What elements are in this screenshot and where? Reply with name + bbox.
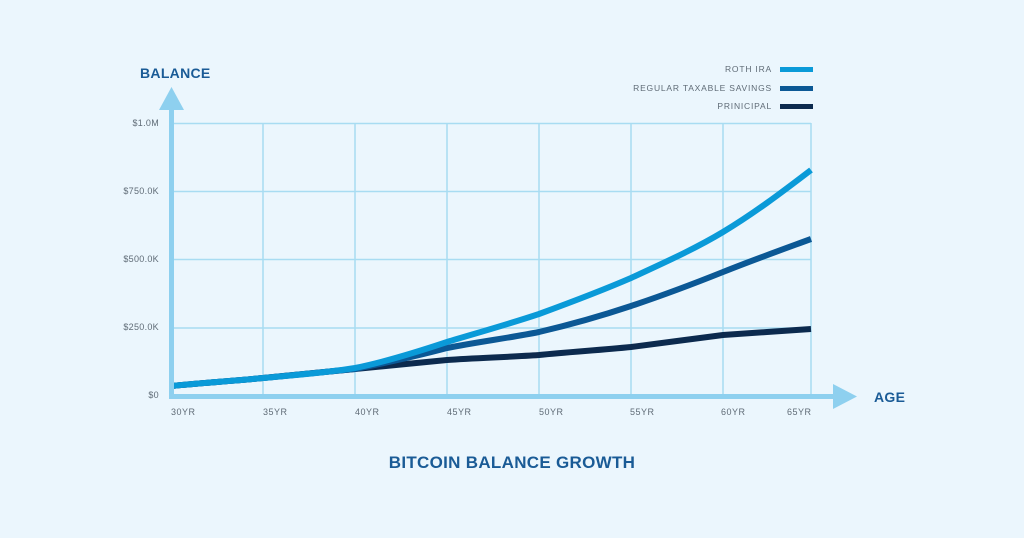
legend-label: PRINICIPAL bbox=[717, 101, 772, 111]
x-tick-label: 55YR bbox=[630, 407, 655, 417]
legend-item-regular-taxable-savings: REGULAR TAXABLE SAVINGS bbox=[553, 82, 813, 94]
y-tick-label: $0 bbox=[148, 390, 159, 400]
x-axis-arrow-icon bbox=[833, 384, 857, 409]
y-axis-arrow-icon bbox=[159, 87, 184, 110]
x-tick-label: 30YR bbox=[171, 407, 196, 417]
x-tick-label: 50YR bbox=[539, 407, 564, 417]
x-tick-label: 35YR bbox=[263, 407, 288, 417]
y-axis-line bbox=[169, 105, 174, 399]
legend: ROTH IRA REGULAR TAXABLE SAVINGS PRINICI… bbox=[553, 63, 813, 112]
legend-label: ROTH IRA bbox=[724, 64, 772, 74]
y-tick-label: $1.0M bbox=[132, 118, 159, 128]
legend-swatch-roth-ira bbox=[780, 66, 813, 72]
y-tick-label: $500.0K bbox=[123, 254, 159, 264]
legend-swatch-regular-taxable bbox=[780, 85, 813, 91]
y-tick-label: $250.0K bbox=[123, 322, 159, 332]
legend-label: REGULAR TAXABLE SAVINGS bbox=[633, 83, 772, 93]
chart-title: BITCOIN BALANCE GROWTH bbox=[388, 453, 636, 472]
y-tick-label: $750.0K bbox=[123, 186, 159, 196]
legend-item-roth-ira: ROTH IRA bbox=[553, 63, 813, 75]
x-tick-label: 60YR bbox=[721, 407, 746, 417]
x-tick-label: 45YR bbox=[447, 407, 472, 417]
axes bbox=[159, 87, 857, 409]
y-axis-title: BALANCE bbox=[140, 65, 211, 81]
x-axis-title: AGE bbox=[874, 389, 906, 405]
line-regular-taxable-savings bbox=[170, 236, 813, 389]
legend-swatch-principal bbox=[780, 103, 813, 109]
series-lines bbox=[170, 167, 813, 389]
legend-item-principal: PRINICIPAL bbox=[553, 100, 813, 112]
x-tick-label: 40YR bbox=[355, 407, 380, 417]
x-axis-line bbox=[169, 394, 837, 399]
line-roth-ira bbox=[170, 167, 813, 389]
x-tick-label: 65YR bbox=[787, 407, 812, 417]
